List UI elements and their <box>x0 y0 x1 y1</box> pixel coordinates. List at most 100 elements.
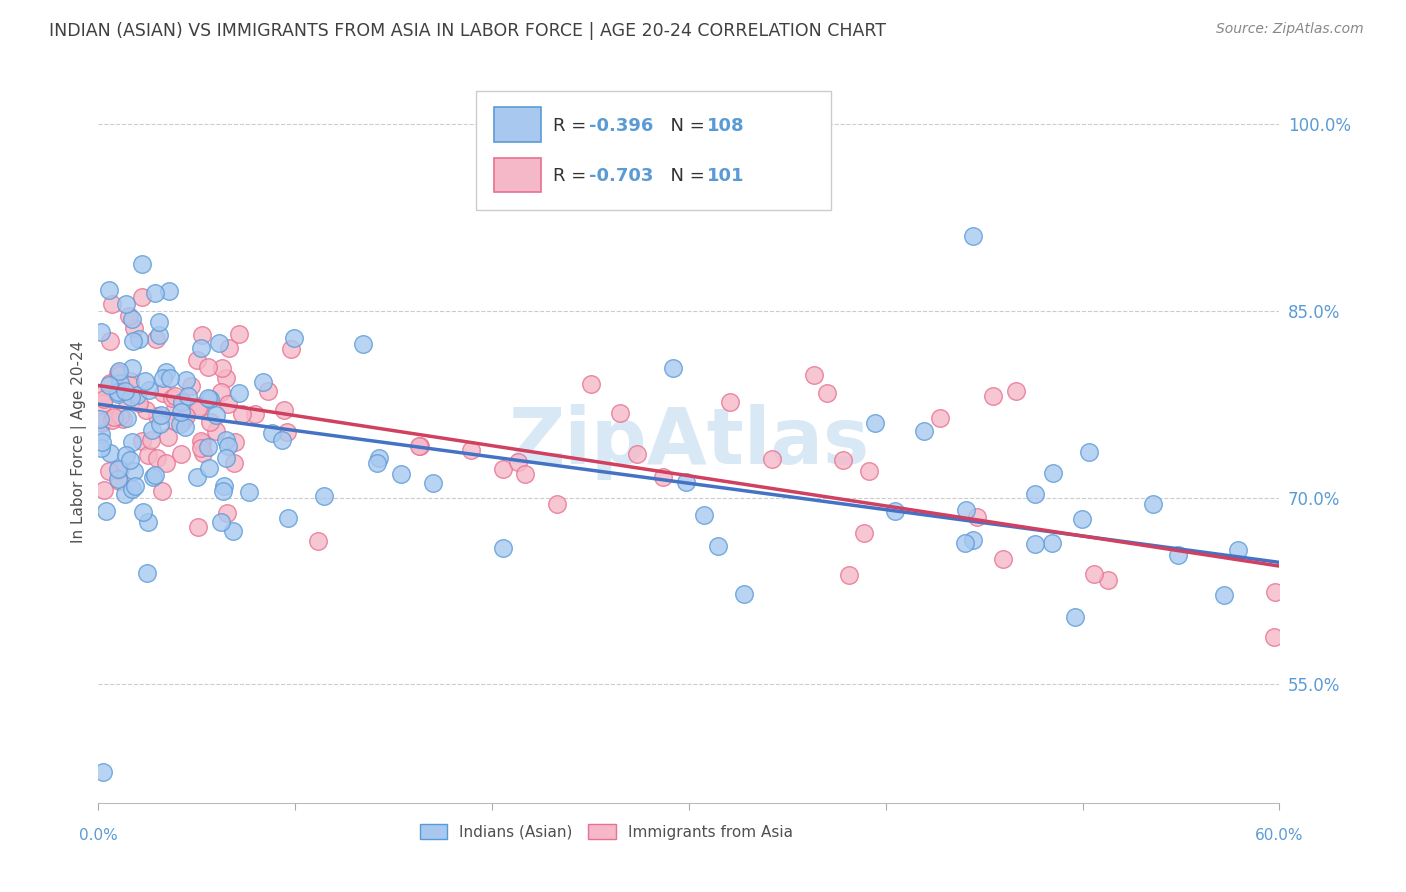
Point <box>224 456 246 470</box>
Point <box>157 430 180 444</box>
Point <box>277 511 299 525</box>
Point <box>693 508 716 522</box>
Point <box>815 386 838 401</box>
Point <box>98 376 121 390</box>
Point <box>186 353 208 368</box>
Point <box>107 367 129 381</box>
Point <box>108 474 131 488</box>
Point <box>513 467 536 481</box>
Point <box>103 410 125 425</box>
Point <box>191 435 214 450</box>
Point <box>122 321 145 335</box>
Point <box>1097 573 1119 587</box>
Point <box>118 310 141 324</box>
Point <box>193 446 215 460</box>
Point <box>107 472 129 486</box>
Point <box>155 366 177 380</box>
Point <box>352 337 374 351</box>
Point <box>307 534 329 549</box>
Point <box>115 394 138 409</box>
Text: Source: ZipAtlas.com: Source: ZipAtlas.com <box>1216 22 1364 37</box>
Text: INDIAN (ASIAN) VS IMMIGRANTS FROM ASIA IN LABOR FORCE | AGE 20-24 CORRELATION CH: INDIAN (ASIAN) VS IMMIGRANTS FROM ASIA I… <box>49 22 886 40</box>
Point <box>121 312 143 326</box>
Point <box>150 483 173 498</box>
Point <box>170 447 193 461</box>
Point <box>1024 487 1046 501</box>
Point <box>222 524 245 538</box>
Text: ZipAtlas: ZipAtlas <box>509 403 869 480</box>
Point <box>107 386 129 401</box>
Point <box>145 332 167 346</box>
Point <box>955 503 977 517</box>
Point <box>1083 566 1105 581</box>
Point <box>912 425 935 439</box>
Point <box>215 433 238 447</box>
Point <box>97 283 120 297</box>
Point <box>368 451 391 466</box>
Point <box>90 416 112 430</box>
Point <box>101 413 124 427</box>
Point <box>197 391 219 405</box>
Point <box>146 409 169 424</box>
Point <box>97 464 120 478</box>
Point <box>243 407 266 421</box>
Point <box>626 447 648 461</box>
Point <box>314 489 336 503</box>
Point <box>197 440 219 454</box>
Point <box>190 441 212 455</box>
Point <box>198 392 221 406</box>
Point <box>217 439 239 453</box>
Point <box>256 384 278 398</box>
FancyBboxPatch shape <box>477 91 831 211</box>
Point <box>136 515 159 529</box>
Point <box>131 505 153 519</box>
Point <box>163 389 186 403</box>
Point <box>1078 445 1101 459</box>
Point <box>929 410 952 425</box>
Y-axis label: In Labor Force | Age 20-24: In Labor Force | Age 20-24 <box>72 341 87 542</box>
Point <box>209 385 232 400</box>
Point <box>176 409 198 423</box>
Point <box>134 403 156 417</box>
Point <box>138 449 160 463</box>
Point <box>661 360 683 375</box>
Point <box>93 386 115 401</box>
Point <box>422 475 444 490</box>
Point <box>197 359 219 374</box>
Point <box>212 483 235 498</box>
Point <box>283 331 305 345</box>
Point <box>1071 512 1094 526</box>
Point <box>205 408 228 422</box>
Point <box>150 408 173 422</box>
Point <box>962 229 984 244</box>
Point <box>142 470 165 484</box>
Text: R =: R = <box>553 168 592 186</box>
Point <box>1064 609 1087 624</box>
Point <box>852 526 875 541</box>
Point <box>1167 548 1189 562</box>
Point <box>143 286 166 301</box>
Point <box>832 453 855 467</box>
Point <box>114 487 136 501</box>
Point <box>209 515 232 529</box>
Point <box>110 376 132 390</box>
Point <box>1226 542 1249 557</box>
Point <box>141 423 163 437</box>
Point <box>114 297 136 311</box>
Point <box>146 450 169 465</box>
Point <box>252 376 274 390</box>
Point <box>148 315 170 329</box>
Point <box>90 325 112 339</box>
Point <box>186 470 208 484</box>
Point <box>121 334 143 348</box>
Point <box>198 415 221 429</box>
Point <box>139 433 162 447</box>
Point <box>170 394 193 409</box>
Point <box>120 374 142 388</box>
Point <box>121 435 143 450</box>
Point <box>706 539 728 553</box>
Point <box>1212 588 1234 602</box>
Point <box>217 397 239 411</box>
Text: -0.703: -0.703 <box>589 168 652 186</box>
Point <box>1263 630 1285 644</box>
